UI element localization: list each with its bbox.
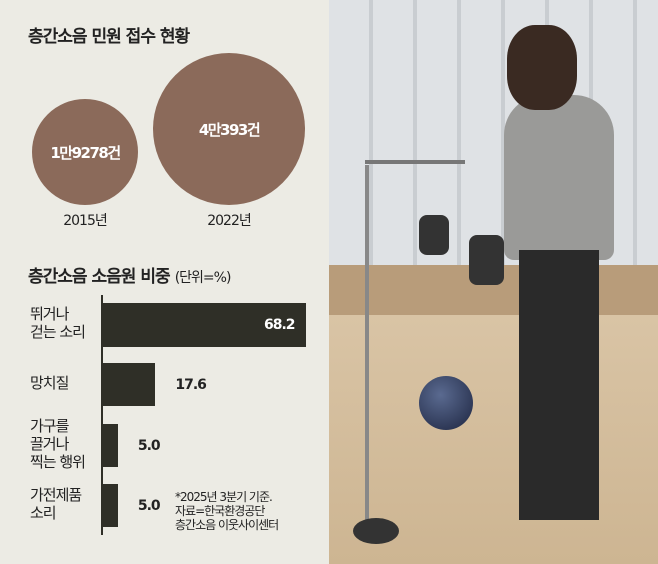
- value-2015: 1만9278건: [50, 143, 121, 162]
- infographic-panel: 층간소음 민원 접수 현황 1만9278건 4만393건 2015년 2022년…: [0, 0, 329, 564]
- test-stand-base: [353, 518, 399, 544]
- category-label: 가전제품 소리: [30, 485, 82, 522]
- axis-line: [101, 295, 103, 535]
- circle-2022: 4만393건: [153, 53, 305, 205]
- footnote-source-2: 층간소음 이웃사이센터: [175, 518, 279, 532]
- bar-2: [103, 424, 118, 467]
- glove-left: [419, 215, 449, 255]
- chart-title-row: 층간소음 소음원 비중 (단위=%): [28, 262, 232, 287]
- category-label: 뛰거나 걷는 소리: [30, 305, 86, 341]
- chart-unit: (단위=%): [174, 270, 232, 286]
- person-head: [507, 25, 577, 110]
- photo-person-ball-drop-test: [329, 0, 658, 564]
- person-sweater: [504, 95, 614, 260]
- circle-2015: 1만9278건: [32, 99, 138, 205]
- year-2015: 2015년: [63, 213, 108, 229]
- year-2022: 2022년: [207, 213, 252, 229]
- test-stand-arm: [365, 160, 465, 164]
- complaints-title: 층간소음 민원 접수 현황: [28, 27, 190, 47]
- footnote-source: 자료=한국환경공단: [175, 504, 265, 518]
- category-label: 망치질: [30, 373, 69, 392]
- bar-3: [103, 484, 118, 527]
- footnote: *2025년 3분기 기준. 자료=한국환경공단 층간소음 이웃사이센터: [175, 490, 279, 532]
- category-label: 가구를 끌거나 찍는 행위: [30, 416, 86, 471]
- bar-0: [103, 303, 306, 347]
- bar-1: [103, 363, 156, 406]
- glove-right: [469, 235, 504, 285]
- value-2022: 4만393건: [198, 120, 261, 139]
- bar-value-label: 17.6: [175, 377, 207, 393]
- test-stand-pole: [365, 165, 369, 525]
- impact-ball: [419, 376, 473, 430]
- bar-value-label: 5.0: [137, 438, 161, 454]
- bar-value-label: 5.0: [137, 498, 161, 514]
- chart-title: 층간소음 소음원 비중: [28, 267, 171, 287]
- footnote-basis: *2025년 3분기 기준.: [175, 490, 273, 504]
- person-pants: [519, 250, 599, 520]
- bar-value-label: 68.2: [264, 317, 296, 333]
